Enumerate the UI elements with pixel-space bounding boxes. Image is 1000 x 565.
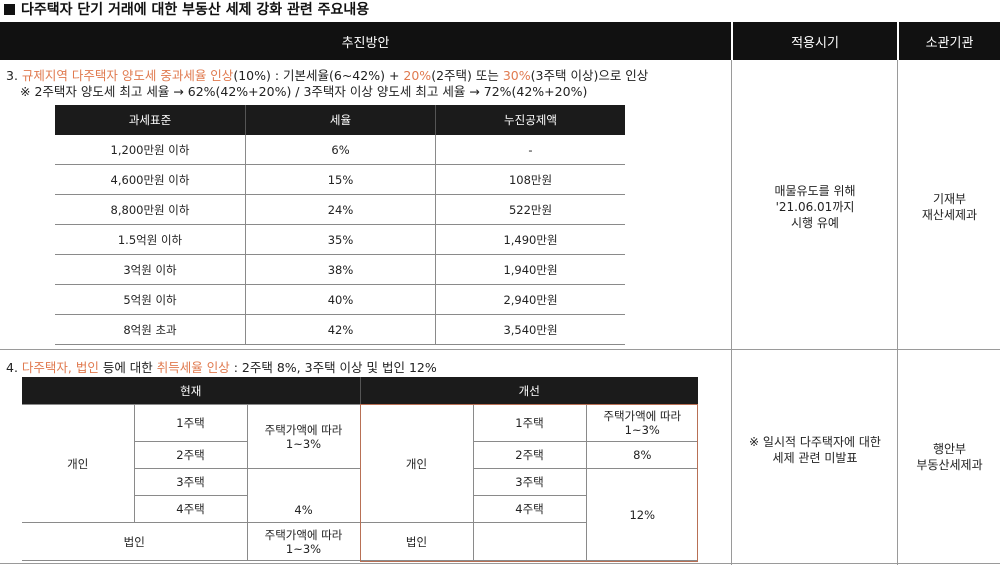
- column-header: 세율: [245, 105, 436, 135]
- table-row: 개인 1주택 주택가액에 따라 1~3% 개인 1주택 주택가액에 따라 1~3…: [22, 404, 698, 523]
- section4-timing: ※ 일시적 다주택자에 대한 세제 관련 미발표: [749, 435, 881, 465]
- grid-divider: [897, 60, 898, 565]
- table-row: 3억원 이하 38% 1,940만원: [55, 254, 625, 285]
- empty-cell: [472, 522, 587, 561]
- section3-timing: 매물유도를 위해 '21.06.01까지 시행 유예: [774, 184, 856, 230]
- header-agency: 소관기관: [899, 22, 1000, 60]
- grid-divider: [731, 60, 732, 565]
- table-row: 4주택 4주택: [22, 495, 698, 523]
- column-header: 누진공제액: [435, 105, 625, 135]
- table-row: 법인 주택가액에 따라 1~3% 법인: [22, 522, 698, 561]
- section3-agency: 기재부 재산세제과: [921, 192, 978, 222]
- table-row: 4,600만원 이하 15% 108만원: [55, 164, 625, 195]
- section4-agency: 행안부 부동산세제과: [916, 442, 983, 472]
- square-bullet-icon: [4, 4, 15, 15]
- grid-divider: [0, 349, 1000, 350]
- column-header-improved: 개선: [360, 377, 698, 405]
- grid-divider: [0, 563, 1000, 564]
- table-header-row: 과세표준 세율 누진공제액: [55, 105, 625, 135]
- column-header: 과세표준: [55, 105, 246, 135]
- table-row: 1,200만원 이하 6% -: [55, 135, 625, 165]
- table-row: 5억원 이하 40% 2,940만원: [55, 284, 625, 315]
- table-row: 8억원 초과 42% 3,540만원: [55, 314, 625, 345]
- table-row: 8,800만원 이하 24% 522만원: [55, 194, 625, 225]
- header-plan: 추진방안: [0, 22, 731, 60]
- table-row: 1.5억원 이하 35% 1,490만원: [55, 224, 625, 255]
- page-title: 다주택자 단기 거래에 대한 부동산 세제 강화 관련 주요내용: [4, 0, 369, 20]
- section4-heading: 4. 다주택자, 법인 등에 대한 취득세율 인상 : 2주택 8%, 3주택 …: [6, 360, 437, 375]
- column-header-current: 현재: [22, 377, 361, 405]
- table-header-row: 현재 개선: [22, 377, 698, 405]
- header-timing: 적용시기: [733, 22, 897, 60]
- section3-note: ※ 2주택자 양도세 최고 세율 → 62%(42%+20%) / 3주택자 이…: [20, 84, 588, 99]
- table-row: 3주택 4% 3주택 12%: [22, 468, 698, 561]
- tax-rate-table: 과세표준 세율 누진공제액 1,200만원 이하 6% - 4,600만원 이하 15…: [55, 105, 625, 345]
- acquisition-tax-table: 현재 개선 개인 1주택 주택가액에 따라 1~3% 개인 1주택 주택가액에 …: [22, 377, 698, 561]
- section3-heading: 3. 규제지역 다주택자 양도세 중과세율 인상(10%) : 기본세율(6~4…: [6, 68, 649, 83]
